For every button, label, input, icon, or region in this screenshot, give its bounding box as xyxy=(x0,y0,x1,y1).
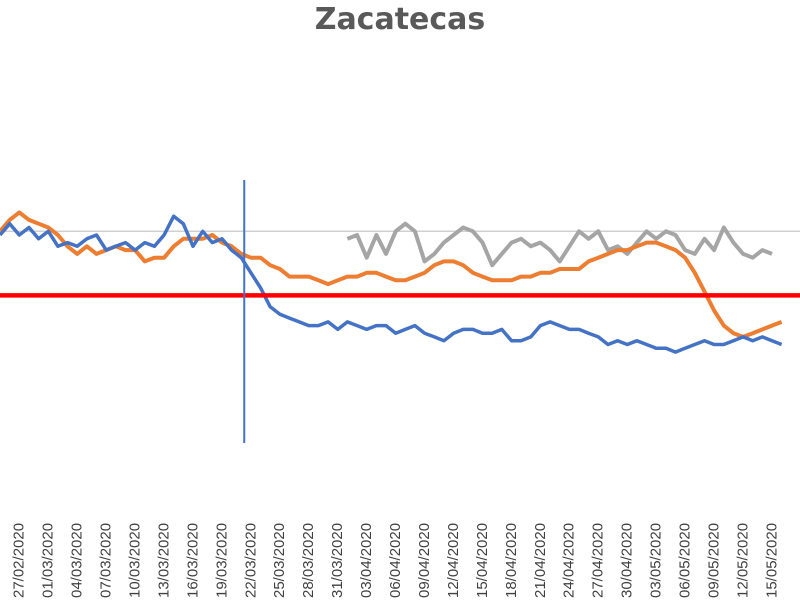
x-tick-label: 04/03/2020 xyxy=(69,523,86,598)
x-tick-label: 09/05/2020 xyxy=(705,523,722,598)
x-tick-label: 27/04/2020 xyxy=(590,523,607,598)
x-tick-label: 22/03/2020 xyxy=(242,523,259,598)
x-tick-label: 03/04/2020 xyxy=(358,523,375,598)
x-tick-label: 24/04/2020 xyxy=(561,523,578,598)
x-tick-label: 03/05/2020 xyxy=(648,523,665,598)
series-line-blue xyxy=(0,214,783,354)
x-tick-label: 13/03/2020 xyxy=(155,523,172,598)
series-line-gray xyxy=(346,221,773,268)
x-tick-label: 16/03/2020 xyxy=(184,523,201,598)
chart-title: Zacatecas xyxy=(314,2,486,37)
x-tick-label: 28/03/2020 xyxy=(300,523,317,598)
x-tick-label: 06/05/2020 xyxy=(677,523,694,598)
x-tick-label: 31/03/2020 xyxy=(329,523,346,598)
x-tick-label: 07/03/2020 xyxy=(98,523,115,598)
series-line-orange xyxy=(0,210,783,339)
x-tick-label: 15/04/2020 xyxy=(474,523,491,598)
x-tick-label: 12/04/2020 xyxy=(445,523,462,598)
x-tick-label: 30/04/2020 xyxy=(619,523,636,598)
x-tick-label: 12/05/2020 xyxy=(734,523,751,598)
x-tick-label: 06/04/2020 xyxy=(387,523,404,598)
x-tick-label: 01/03/2020 xyxy=(40,523,57,598)
x-tick-label: 25/03/2020 xyxy=(271,523,288,598)
x-tick-label: 15/05/2020 xyxy=(763,523,780,598)
x-tick-label: 09/04/2020 xyxy=(416,523,433,598)
x-tick-label: 21/04/2020 xyxy=(532,523,549,598)
x-tick-label: 18/04/2020 xyxy=(503,523,520,598)
x-tick-label: 10/03/2020 xyxy=(126,523,143,598)
x-tick-label: 19/03/2020 xyxy=(213,523,230,598)
x-tick-label: 27/02/2020 xyxy=(11,523,28,598)
